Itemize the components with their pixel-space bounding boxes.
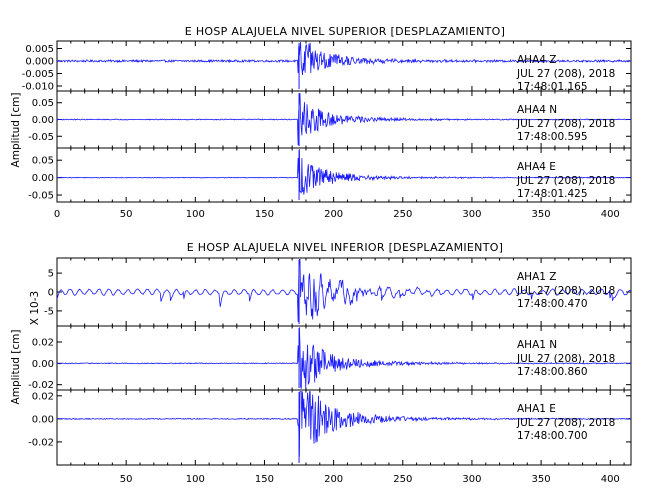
bottom-chart-title: E HOSP ALAJUELA NIVEL INFERIOR [DESPLAZA… bbox=[187, 241, 504, 254]
y-tick-label: 0.000 bbox=[25, 57, 54, 68]
seismic-trace bbox=[57, 327, 632, 389]
y-tick-label: -5 bbox=[44, 306, 54, 317]
y-tick-label: 5 bbox=[48, 269, 54, 280]
seismic-trace bbox=[56, 41, 632, 76]
y-tick-label: 0 bbox=[48, 288, 54, 299]
bottom-y-axis-label: Amplitud [cm] bbox=[10, 330, 22, 405]
seismic-trace bbox=[57, 149, 632, 195]
station-channel-label: AHA1 E bbox=[517, 403, 556, 415]
x-tick-label: 150 bbox=[255, 474, 274, 485]
y-tick-label: 0.00 bbox=[32, 115, 54, 126]
x-tick-label: 250 bbox=[393, 474, 412, 485]
panel-frame bbox=[56, 147, 632, 203]
y-tick-label: 0.02 bbox=[32, 391, 54, 402]
y-tick-label: -0.005 bbox=[22, 69, 54, 80]
top-chart-title: E HOSP ALAJUELA NIVEL SUPERIOR [DESPLAZA… bbox=[185, 25, 505, 38]
time-label: 17:48:00.470 bbox=[517, 298, 588, 310]
x-tick-label: 50 bbox=[120, 474, 133, 485]
time-label: 17:48:00.860 bbox=[517, 366, 588, 378]
station-channel-label: AHA1 N bbox=[517, 339, 557, 351]
x-tick-label: 100 bbox=[186, 209, 205, 220]
y-tick-label: -0.05 bbox=[28, 191, 54, 202]
x-tick-label: 0 bbox=[54, 209, 60, 220]
x-tick-label: 50 bbox=[120, 209, 133, 220]
station-channel-label: AHA1 Z bbox=[517, 271, 556, 283]
time-label: 17:48:00.700 bbox=[517, 430, 588, 442]
x-tick-label: 350 bbox=[532, 474, 551, 485]
y-tick-label: -0.02 bbox=[28, 437, 54, 448]
bottom-scale-label: X 10-3 bbox=[29, 291, 41, 325]
date-label: JUL 27 (208), 2018 bbox=[516, 353, 615, 365]
station-channel-label: AHA4 N bbox=[517, 104, 557, 116]
y-tick-label: -0.05 bbox=[28, 132, 54, 143]
x-tick-label: 200 bbox=[324, 474, 343, 485]
top-y-axis-label: Amplitud [cm] bbox=[10, 93, 22, 168]
date-label: JUL 27 (208), 2018 bbox=[516, 175, 615, 187]
date-label: JUL 27 (208), 2018 bbox=[516, 285, 615, 297]
station-channel-label: AHA4 E bbox=[517, 161, 556, 173]
x-tick-label: 300 bbox=[462, 474, 481, 485]
date-label: JUL 27 (208), 2018 bbox=[516, 417, 615, 429]
y-tick-label: 0.005 bbox=[25, 44, 54, 55]
x-tick-label: 400 bbox=[601, 209, 620, 220]
y-tick-label: 0.05 bbox=[32, 98, 54, 109]
x-tick-label: 250 bbox=[393, 209, 412, 220]
station-channel-label: AHA4 Z bbox=[517, 54, 556, 66]
time-label: 17:48:00.595 bbox=[517, 131, 588, 143]
x-tick-label: 300 bbox=[462, 209, 481, 220]
seismic-trace bbox=[56, 391, 632, 457]
x-tick-label: 200 bbox=[324, 209, 343, 220]
x-tick-label: 100 bbox=[186, 474, 205, 485]
panel-frame bbox=[56, 389, 632, 466]
date-label: JUL 27 (208), 2018 bbox=[516, 68, 615, 80]
date-label: JUL 27 (208), 2018 bbox=[516, 118, 615, 130]
x-tick-label: 400 bbox=[601, 474, 620, 485]
y-tick-label: 0.00 bbox=[32, 414, 54, 425]
time-label: 17:48:01.425 bbox=[517, 188, 588, 200]
y-tick-label: 0.05 bbox=[32, 156, 54, 167]
y-tick-label: -0.010 bbox=[22, 82, 54, 93]
y-tick-label: 0.02 bbox=[32, 338, 54, 349]
y-tick-label: -0.02 bbox=[28, 380, 54, 391]
time-label: 17:48:01.165 bbox=[517, 81, 588, 93]
seismic-trace bbox=[56, 259, 632, 323]
x-tick-label: 150 bbox=[255, 209, 274, 220]
y-tick-label: 0.00 bbox=[32, 359, 54, 370]
y-tick-label: 0.00 bbox=[32, 173, 54, 184]
seismic-trace bbox=[56, 93, 632, 146]
x-tick-label: 350 bbox=[532, 209, 551, 220]
